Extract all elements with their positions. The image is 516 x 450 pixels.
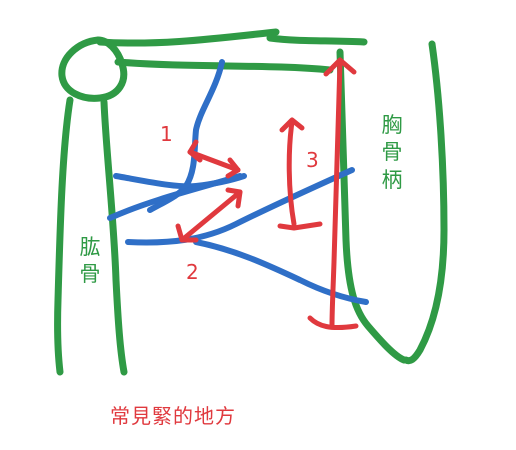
manubrium-left-edge [336, 48, 408, 364]
muscles [107, 59, 369, 305]
bones [54, 28, 448, 376]
arrow-1 [187, 139, 241, 179]
caption: 常見緊的地方 [110, 404, 236, 428]
manubrium-right-edge [402, 40, 448, 365]
humerus-left-edge [54, 96, 74, 376]
arrow-vertical-manubrium [307, 57, 359, 331]
clavicle-lower-edge [114, 58, 334, 74]
clavicle [96, 28, 280, 47]
tension-markers [175, 57, 359, 331]
clavicle-top-right [266, 34, 368, 46]
arrow-3 [277, 117, 323, 231]
humerus-right-edge [100, 98, 128, 376]
shoulder-joint-outline [58, 36, 128, 102]
label-marker-2: 2 [186, 260, 199, 284]
label-humerus: 肱骨 [79, 235, 101, 287]
muscle-lower-branch-up [125, 167, 355, 246]
label-marker-3: 3 [306, 148, 319, 172]
label-marker-1: 1 [160, 122, 173, 146]
muscle-lower-branch-down [193, 239, 369, 305]
label-manubrium: 胸骨柄 [381, 113, 403, 192]
arrow-2 [175, 187, 243, 243]
muscle-diagonal-fiber [107, 173, 243, 221]
